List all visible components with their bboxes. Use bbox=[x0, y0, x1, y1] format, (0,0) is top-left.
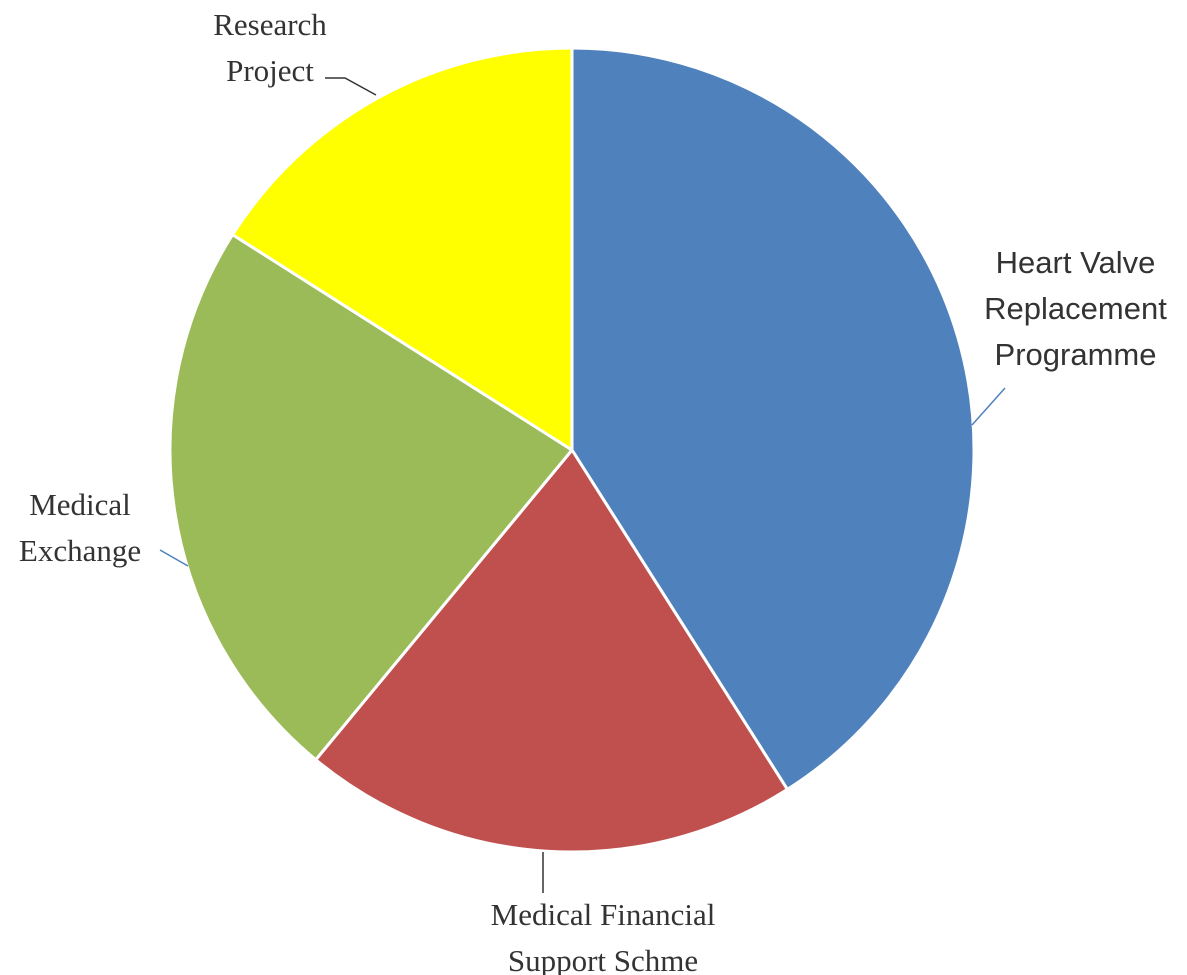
slice-label: Medical Financial Support Schme bbox=[490, 897, 716, 975]
pie-slice bbox=[314, 448, 789, 854]
leader-line bbox=[159, 549, 189, 567]
slice-label: Medical Exchange bbox=[18, 487, 142, 568]
leader-line bbox=[325, 77, 377, 96]
pie-slice bbox=[168, 233, 574, 762]
pie-slice bbox=[231, 46, 574, 452]
leader-line bbox=[971, 387, 1006, 426]
slice-label: Research Project bbox=[213, 7, 327, 88]
pie-slice bbox=[570, 46, 976, 791]
slice-label: Heart Valve Replacement Programme bbox=[984, 245, 1167, 372]
